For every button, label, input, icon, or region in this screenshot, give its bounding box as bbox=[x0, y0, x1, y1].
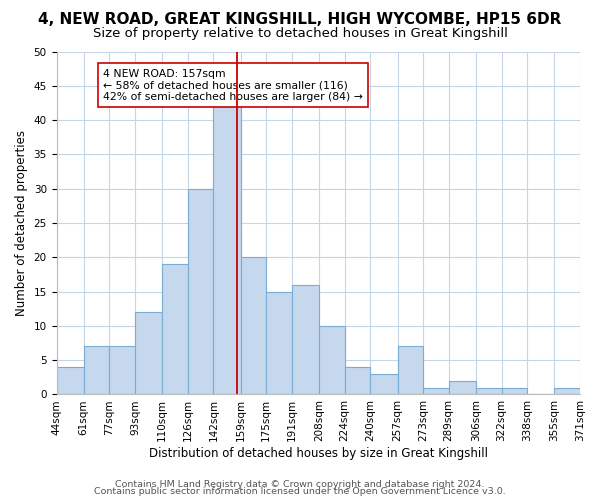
Bar bbox=[344, 367, 370, 394]
Text: 4 NEW ROAD: 157sqm
← 58% of detached houses are smaller (116)
42% of semi-detach: 4 NEW ROAD: 157sqm ← 58% of detached hou… bbox=[103, 68, 363, 102]
Text: 4, NEW ROAD, GREAT KINGSHILL, HIGH WYCOMBE, HP15 6DR: 4, NEW ROAD, GREAT KINGSHILL, HIGH WYCOM… bbox=[38, 12, 562, 28]
Bar bbox=[188, 188, 214, 394]
Text: Contains HM Land Registry data © Crown copyright and database right 2024.: Contains HM Land Registry data © Crown c… bbox=[115, 480, 485, 489]
Bar bbox=[214, 106, 241, 395]
Bar bbox=[241, 258, 266, 394]
X-axis label: Distribution of detached houses by size in Great Kingshill: Distribution of detached houses by size … bbox=[149, 447, 488, 460]
Bar bbox=[398, 346, 423, 395]
Bar bbox=[502, 388, 527, 394]
Text: Contains public sector information licensed under the Open Government Licence v3: Contains public sector information licen… bbox=[94, 487, 506, 496]
Bar bbox=[162, 264, 188, 394]
Bar bbox=[135, 312, 162, 394]
Bar bbox=[476, 388, 502, 394]
Bar bbox=[423, 388, 449, 394]
Bar bbox=[554, 388, 580, 394]
Bar bbox=[319, 326, 344, 394]
Bar bbox=[370, 374, 398, 394]
Bar bbox=[56, 367, 84, 394]
Bar bbox=[109, 346, 135, 395]
Bar bbox=[292, 284, 319, 395]
Bar bbox=[84, 346, 109, 395]
Text: Size of property relative to detached houses in Great Kingshill: Size of property relative to detached ho… bbox=[92, 28, 508, 40]
Bar bbox=[266, 292, 292, 395]
Y-axis label: Number of detached properties: Number of detached properties bbox=[15, 130, 28, 316]
Bar bbox=[449, 380, 476, 394]
